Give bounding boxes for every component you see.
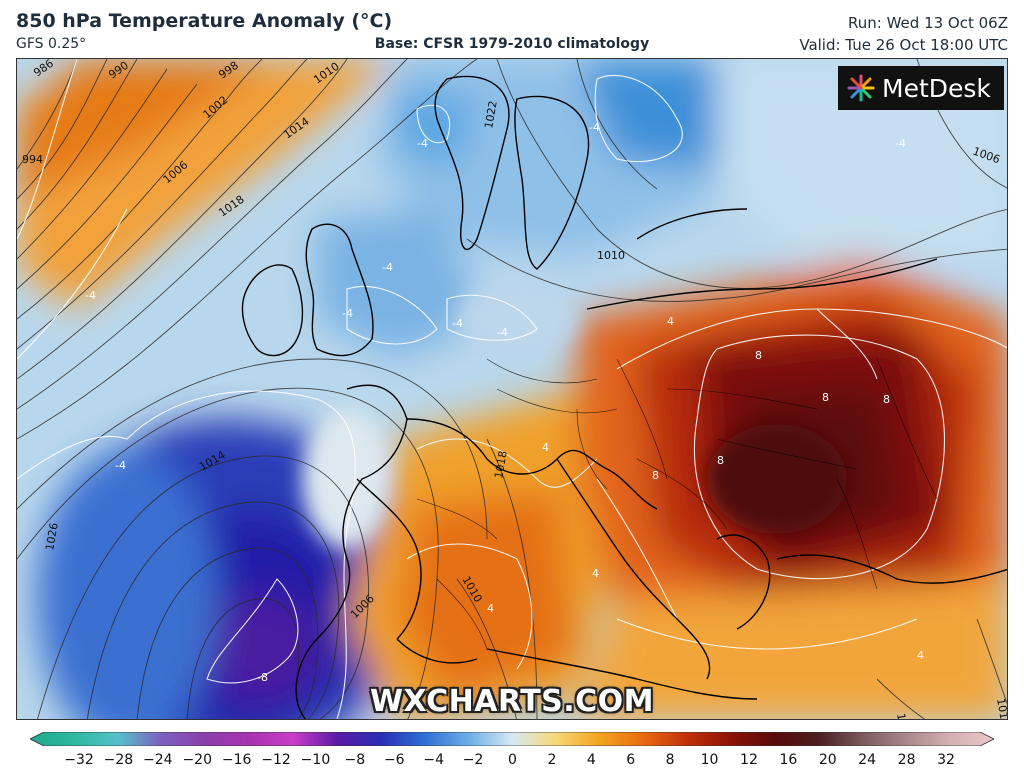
colorbar-tick-label: −32 <box>64 752 94 768</box>
colorbar-tick-label: 28 <box>897 752 916 768</box>
run-time: Run: Wed 13 Oct 06Z <box>848 14 1008 32</box>
logo-text: MetDesk <box>882 73 991 103</box>
anomaly-label: -4 <box>895 137 906 150</box>
model-label: GFS 0.25° <box>16 36 87 52</box>
colorbar-tick-label: 6 <box>626 752 636 768</box>
anomaly-map: 986 990 998 1002 1010 1014 994 1006 1018… <box>16 58 1008 720</box>
colorbar-tick-label: −6 <box>383 752 405 768</box>
anomaly-label: 4 <box>592 567 599 580</box>
anomaly-label: 8 <box>883 393 890 406</box>
colorbar-tick-label: 20 <box>818 752 837 768</box>
colorbar-tick-label: 8 <box>665 752 675 768</box>
anomaly-label: -8 <box>257 671 268 684</box>
anomaly-label: 8 <box>822 391 829 404</box>
anomaly-label: -4 <box>85 289 96 302</box>
colorbar-tick-label: −2 <box>462 752 484 768</box>
isobar-label: 1014 <box>994 697 1008 720</box>
colorbar-tick-label: 4 <box>586 752 596 768</box>
anomaly-label: 4 <box>542 441 549 454</box>
colorbar-tick-label: 32 <box>937 752 955 768</box>
anomaly-label: 4 <box>487 602 494 615</box>
map-canvas: 986 990 998 1002 1010 1014 994 1006 1018… <box>17 59 1008 720</box>
colorbar-tick-label: −12 <box>261 752 291 768</box>
colorbar-tick-label: −28 <box>103 752 134 768</box>
colorbar-tick-label: −8 <box>344 752 366 768</box>
anomaly-label: -4 <box>452 317 463 330</box>
isobar-label: 1022 <box>482 100 500 130</box>
colorbar-tick-label: 0 <box>508 752 517 768</box>
chart-title: 850 hPa Temperature Anomaly (°C) <box>16 10 393 32</box>
colorbar-tick-label: 12 <box>740 752 758 768</box>
colorbar-tick-label: −24 <box>143 752 173 768</box>
anomaly-label: -4 <box>417 137 428 150</box>
anomaly-label: -4 <box>342 307 353 320</box>
starburst-icon <box>847 74 875 102</box>
isobar-label: 994 <box>22 153 43 166</box>
colorbar <box>30 732 994 746</box>
colorbar-tick-label: −16 <box>221 752 252 768</box>
colorbar-tick-label: −4 <box>423 752 444 768</box>
colorbar-tick-label: 2 <box>547 752 557 768</box>
metdesk-logo: MetDesk <box>838 66 1004 110</box>
anomaly-label: 4 <box>917 649 924 662</box>
anomaly-label: -4 <box>115 459 126 472</box>
anomaly-label: -4 <box>497 326 508 339</box>
anomaly-label: 8 <box>755 349 762 362</box>
colorbar-tick-label: −20 <box>182 752 212 768</box>
watermark: WXCHARTS.COM <box>369 684 655 719</box>
colorbar-tick-label: −10 <box>300 752 331 768</box>
isobar-label: 1010 <box>597 249 625 262</box>
valid-time: Valid: Tue 26 Oct 18:00 UTC <box>799 36 1008 54</box>
anomaly-label: -4 <box>382 261 393 274</box>
anomaly-label: 8 <box>717 454 724 467</box>
isobar-label: 1014 <box>894 712 912 720</box>
colorbar-tick-label: 16 <box>779 752 798 768</box>
anomaly-label: 8 <box>652 469 659 482</box>
colorbar-ticks: −32 −28 −24 −20 −16 −12 −10 −8 −6 −4 −2 0 2 4 6 8 10 12 16… <box>0 752 1024 776</box>
climatology-base: Base: CFSR 1979-2010 climatology <box>374 36 650 52</box>
anomaly-label: 4 <box>667 315 674 328</box>
colorbar-tick-label: 10 <box>700 752 719 768</box>
anomaly-label: -4 <box>589 121 600 134</box>
isobar-label: 1018 <box>492 450 510 480</box>
isobar-label: 1026 <box>43 522 61 552</box>
colorbar-tick-label: 24 <box>858 752 877 768</box>
